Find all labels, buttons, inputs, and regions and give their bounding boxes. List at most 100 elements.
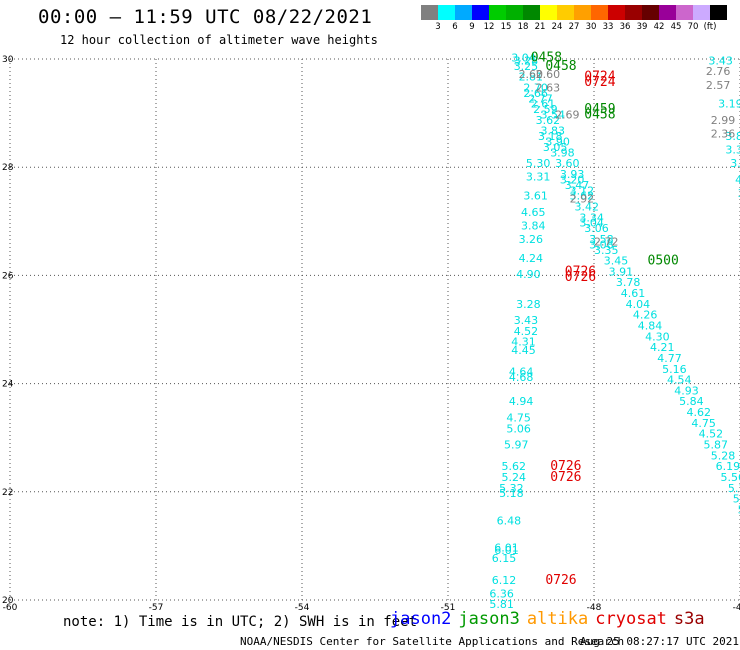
legend-swatch <box>693 5 710 20</box>
legend-label: 18 <box>517 22 529 32</box>
wave-height-label: 3.62 <box>536 114 561 127</box>
pass-time-label: 0726 <box>565 264 596 279</box>
legend-swatch <box>489 5 506 20</box>
wave-height-label: 4.90 <box>516 268 541 281</box>
x-tick-label: -48 <box>587 603 602 613</box>
wave-height-label: 3.45 <box>604 255 629 268</box>
wave-height-label: 6.12 <box>492 574 517 587</box>
color-legend <box>421 5 727 20</box>
wave-height-label: 3.34 <box>579 211 604 224</box>
wave-height-label: 2.57 <box>706 79 731 92</box>
wave-height-label: 3.31 <box>526 171 551 184</box>
legend-label: 12 <box>483 22 495 32</box>
wave-height-label: 3.47 <box>565 179 590 192</box>
wave-height-label: 5.84 <box>679 395 704 408</box>
legend-swatch <box>438 5 455 20</box>
pass-time-labels: 0458045807240724045904580047050007260726… <box>531 51 679 588</box>
wave-height-label: 5.30 <box>526 157 551 170</box>
wave-height-label: 4.61 <box>621 287 646 300</box>
wave-height-label: 4.93 <box>674 384 699 397</box>
wave-height-label: 3.84 <box>725 130 740 143</box>
wave-height-label: 5.16 <box>662 363 687 376</box>
credit-line: NOAA/NESDIS Center for Satellite Applica… <box>240 635 625 648</box>
wave-height-labels: 3.043.252.812.702.772.593.623.833.903.98… <box>489 52 740 611</box>
legend-unit: (ft) <box>703 22 717 32</box>
wave-height-label: 4.77 <box>657 352 682 365</box>
wave-height-label: 5.81 <box>489 598 514 611</box>
wave-height-label: 3.12 <box>570 184 595 197</box>
wave-height-label: 4.67 <box>735 173 740 186</box>
legend-swatch <box>472 5 489 20</box>
satellite-altika: altika <box>526 609 589 629</box>
wave-height-label: 2.66 <box>523 87 548 100</box>
legend-label: 15 <box>500 22 512 32</box>
pass-time-label: 0724 <box>584 75 615 90</box>
pass-time-label: 0459 <box>584 102 615 117</box>
wave-height-label: 4.75 <box>691 417 716 430</box>
legend-label: 33 <box>602 22 614 32</box>
x-tick-label: -45 <box>733 603 740 613</box>
wave-height-label: 5.37 <box>738 503 740 516</box>
legend-swatch <box>506 5 523 20</box>
legend-label: 70 <box>687 22 699 32</box>
legend-swatch <box>455 5 472 20</box>
wave-height-label: 2.59 <box>533 103 558 116</box>
satellite-s3a: s3a <box>673 609 705 629</box>
wave-height-label: 6.15 <box>492 552 517 565</box>
wave-height-label: 3.20 <box>560 173 585 186</box>
y-tick-label: 20 <box>2 596 14 606</box>
wave-height-label: 5.32 <box>499 482 523 495</box>
legend-label: 42 <box>653 22 665 32</box>
legend-swatch <box>676 5 693 20</box>
legend-label: 24 <box>551 22 563 32</box>
wave-height-label: 3.45 <box>738 187 740 200</box>
wave-height-label: 3.28 <box>730 157 740 170</box>
legend-label: 39 <box>636 22 648 32</box>
pass-time-label: 0726 <box>565 270 596 285</box>
wave-height-label: 2.99 <box>711 114 736 127</box>
wave-height-label: 3.91 <box>609 265 634 278</box>
pass-time-label: 0726 <box>550 459 581 474</box>
wave-height-label: 3.04 <box>511 52 536 65</box>
page-subtitle: 12 hour collection of altimeter wave hei… <box>60 33 378 47</box>
wave-height-label: 4.31 <box>511 336 536 349</box>
legend-swatch <box>523 5 540 20</box>
legend-swatch <box>591 5 608 20</box>
wave-height-label: 6.01 <box>494 541 519 554</box>
wave-height-label: 2.63 <box>536 81 561 94</box>
legend-swatch <box>557 5 574 20</box>
page-title: 00:00 – 11:59 UTC 08/22/2021 <box>38 6 373 28</box>
wave-height-label: 4.94 <box>509 395 534 408</box>
x-tick-label: -51 <box>441 603 456 613</box>
wave-height-label: 3.19 <box>718 98 740 111</box>
wave-height-label: 5.18 <box>499 487 523 500</box>
generated-timestamp: Aug 25 08:27:17 UTC 2021 <box>580 635 739 648</box>
legend-swatch <box>625 5 642 20</box>
pass-time-label: 0724 <box>584 70 615 85</box>
wave-height-label: 2.72 <box>594 236 619 249</box>
axis-ticks: -60 -57 -54 -51 -48 -45 30 28 26 24 22 20 <box>2 55 740 613</box>
pass-time-label: 0458 <box>584 108 615 123</box>
satellite-jason3: jason3 <box>458 609 520 629</box>
wave-height-label: 3.61 <box>523 190 548 203</box>
legend-label: 36 <box>619 22 631 32</box>
x-tick-label: -54 <box>295 603 310 613</box>
wave-height-label: 3.78 <box>616 276 641 289</box>
wave-height-label: 3.84 <box>521 219 546 232</box>
wave-height-label: 5.28 <box>711 449 736 462</box>
wave-height-label: 4.45 <box>511 344 536 357</box>
satellite-cryosat: cryosat <box>595 609 667 629</box>
legend-swatch <box>540 5 557 20</box>
legend-label: 27 <box>568 22 580 32</box>
wave-height-label: 2.77 <box>528 92 553 105</box>
wave-height-label: 2.81 <box>519 71 544 84</box>
wave-height-label: 4.84 <box>638 320 663 333</box>
x-tick-label: -60 <box>3 603 18 613</box>
wave-height-label: 6.48 <box>497 514 521 527</box>
wave-height-label: 3.28 <box>516 298 541 311</box>
legend-swatch <box>642 5 659 20</box>
wave-height-label: 2.76 <box>706 65 731 78</box>
wave-height-label: 6.19 <box>716 460 740 473</box>
wave-height-label: 3.42 <box>575 200 600 213</box>
